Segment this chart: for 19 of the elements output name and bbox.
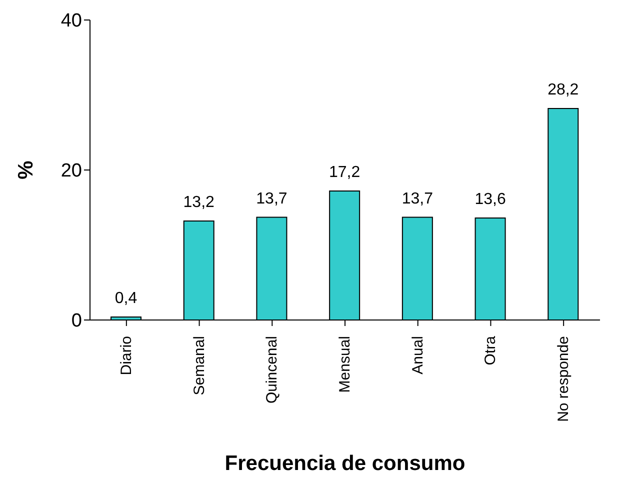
data-label: 13,6	[474, 191, 506, 208]
x-tick-label: Diario	[118, 336, 135, 376]
data-label: 13,2	[183, 194, 215, 211]
data-label: 17,2	[329, 164, 360, 181]
data-label: 28,2	[548, 82, 579, 98]
y-axis-title: %	[14, 160, 38, 180]
data-label: 13,7	[402, 190, 434, 208]
x-tick-label: Otra	[482, 335, 500, 366]
x-tick-label: Quincenal	[264, 336, 281, 404]
data-label: 13,7	[256, 190, 288, 208]
x-tick-label: Anual	[409, 336, 426, 374]
y-tick-label: 40	[60, 10, 82, 32]
x-tick-label: Mensual	[336, 336, 354, 393]
y-tick-label: 0	[71, 310, 82, 332]
x-axis-title: Frecuencia de consumo	[224, 452, 466, 475]
x-tick-label: No responde	[555, 336, 572, 422]
data-label: 0,4	[114, 290, 138, 307]
y-tick-label: 20	[60, 160, 82, 182]
x-tick-label: Semanal	[190, 336, 208, 396]
